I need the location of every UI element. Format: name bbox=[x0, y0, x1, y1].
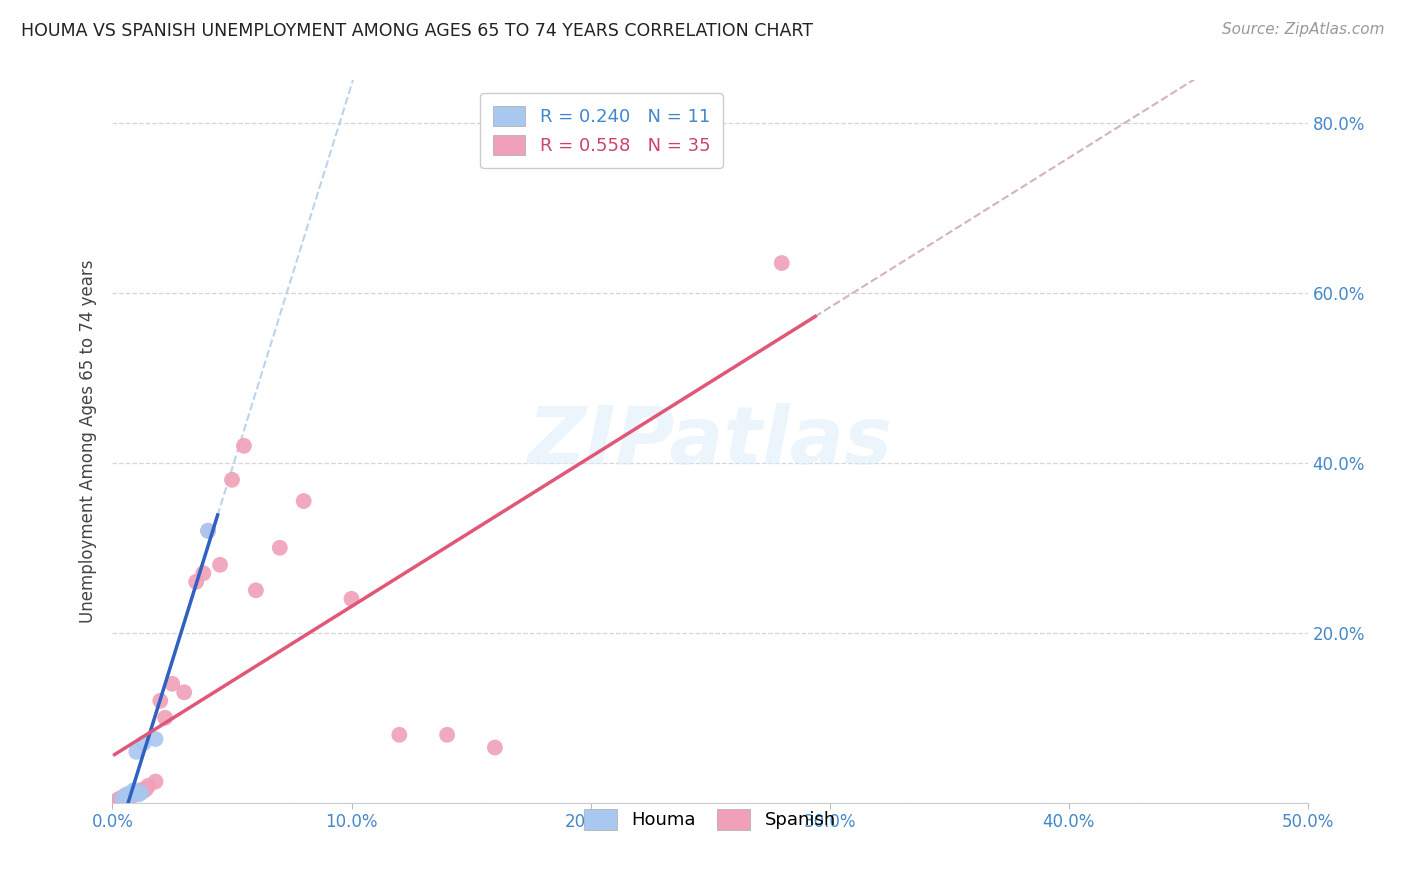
Point bbox=[221, 473, 243, 487]
Point bbox=[233, 439, 256, 453]
Point bbox=[105, 793, 128, 807]
Point bbox=[118, 789, 141, 804]
Point bbox=[197, 524, 219, 538]
Point bbox=[122, 786, 145, 800]
Point bbox=[388, 728, 411, 742]
Point bbox=[436, 728, 458, 742]
Point bbox=[125, 745, 148, 759]
Text: ZIPatlas: ZIPatlas bbox=[527, 402, 893, 481]
Point bbox=[173, 685, 195, 699]
Point bbox=[135, 782, 157, 797]
Point bbox=[197, 524, 219, 538]
Point bbox=[115, 791, 138, 805]
Text: Source: ZipAtlas.com: Source: ZipAtlas.com bbox=[1222, 22, 1385, 37]
Point bbox=[122, 783, 145, 797]
Point bbox=[269, 541, 291, 555]
Point bbox=[111, 792, 134, 806]
Point bbox=[245, 583, 267, 598]
Point bbox=[114, 790, 135, 805]
Point bbox=[770, 256, 793, 270]
Point bbox=[209, 558, 232, 572]
Point bbox=[111, 791, 134, 805]
Point bbox=[129, 783, 152, 797]
Point bbox=[484, 740, 506, 755]
Point bbox=[340, 591, 363, 606]
Point bbox=[193, 566, 215, 581]
Point bbox=[128, 787, 150, 801]
Point bbox=[153, 711, 176, 725]
Point bbox=[118, 789, 141, 803]
Legend: Houma, Spanish: Houma, Spanish bbox=[574, 798, 846, 841]
Y-axis label: Unemployment Among Ages 65 to 74 years: Unemployment Among Ages 65 to 74 years bbox=[79, 260, 97, 624]
Point bbox=[115, 787, 138, 801]
Point bbox=[149, 694, 172, 708]
Point bbox=[125, 787, 148, 801]
Point bbox=[128, 786, 150, 800]
Point bbox=[121, 787, 143, 801]
Point bbox=[132, 736, 155, 750]
Point bbox=[108, 791, 131, 805]
Text: HOUMA VS SPANISH UNEMPLOYMENT AMONG AGES 65 TO 74 YEARS CORRELATION CHART: HOUMA VS SPANISH UNEMPLOYMENT AMONG AGES… bbox=[21, 22, 813, 40]
Point bbox=[114, 789, 135, 803]
Point bbox=[132, 784, 155, 798]
Point bbox=[162, 677, 183, 691]
Point bbox=[138, 779, 160, 793]
Point bbox=[145, 774, 167, 789]
Point bbox=[121, 789, 143, 803]
Point bbox=[129, 786, 152, 800]
Point bbox=[186, 574, 208, 589]
Point bbox=[145, 732, 167, 747]
Point bbox=[292, 494, 315, 508]
Point bbox=[121, 786, 143, 800]
